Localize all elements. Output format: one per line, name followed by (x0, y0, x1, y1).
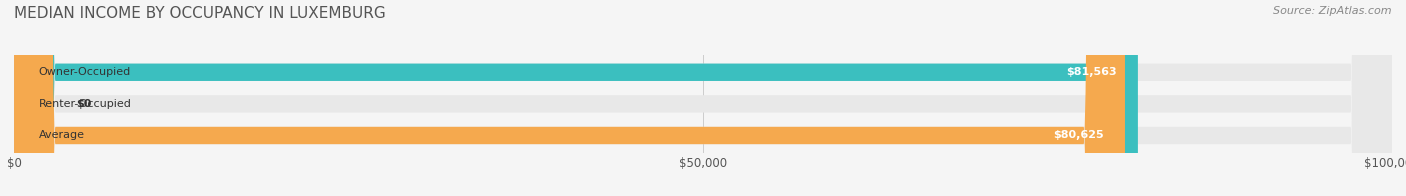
Text: Renter-Occupied: Renter-Occupied (39, 99, 132, 109)
FancyBboxPatch shape (14, 0, 45, 196)
FancyBboxPatch shape (14, 0, 1392, 196)
Text: Owner-Occupied: Owner-Occupied (39, 67, 131, 77)
FancyBboxPatch shape (14, 0, 1392, 196)
Text: MEDIAN INCOME BY OCCUPANCY IN LUXEMBURG: MEDIAN INCOME BY OCCUPANCY IN LUXEMBURG (14, 6, 385, 21)
FancyBboxPatch shape (14, 0, 1137, 196)
Text: $0: $0 (76, 99, 91, 109)
Text: Source: ZipAtlas.com: Source: ZipAtlas.com (1274, 6, 1392, 16)
Text: $81,563: $81,563 (1067, 67, 1118, 77)
FancyBboxPatch shape (14, 0, 1392, 196)
Text: $80,625: $80,625 (1053, 131, 1104, 141)
Text: Average: Average (39, 131, 84, 141)
FancyBboxPatch shape (14, 0, 1125, 196)
